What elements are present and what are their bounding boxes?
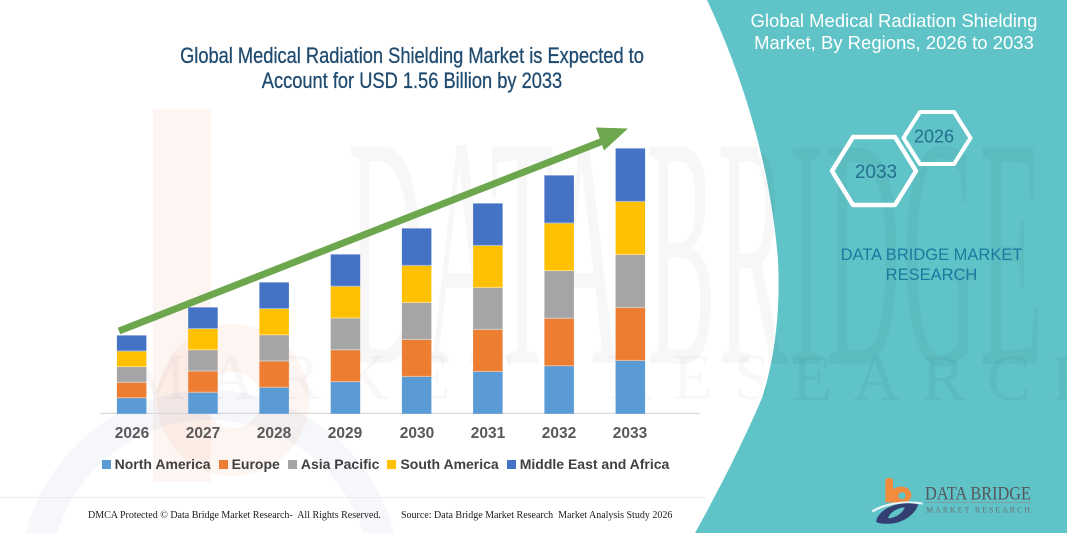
svg-text:2033: 2033 — [855, 162, 897, 183]
svg-text:DATA BRIDGE: DATA BRIDGE — [925, 484, 1031, 505]
svg-text:2026: 2026 — [914, 127, 954, 147]
svg-text:MARKET RESEARCH: MARKET RESEARCH — [926, 506, 1030, 515]
